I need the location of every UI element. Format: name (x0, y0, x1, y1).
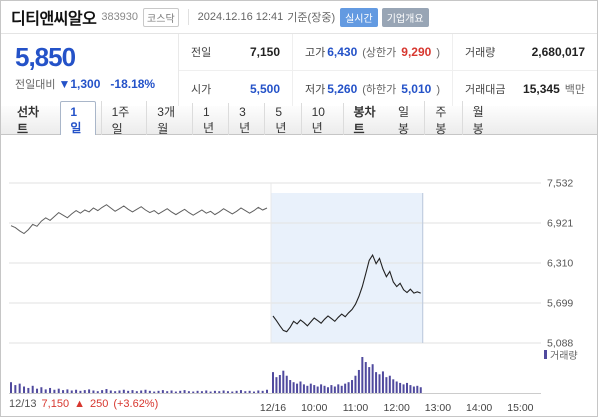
quote-datetime: 2024.12.16 12:41 기준(장중) (187, 9, 336, 25)
quote-table: 전일 7,150 고가 6,430 (상한가 9,290) 거래량 2,680,… (179, 34, 597, 106)
header: 디티앤씨알오 383930 코스닥 2024.12.16 12:41 기준(장중… (1, 1, 597, 34)
volume-legend: 거래량 (544, 347, 578, 362)
change-arrow-down-icon: ▼ (58, 77, 71, 92)
trade-amount-unit: 백만 (564, 83, 585, 96)
volume-label: 거래량 (465, 47, 496, 59)
open-value: 5,500 (249, 81, 280, 96)
high-value: 6,430 (327, 45, 358, 59)
trade-amount-label: 거래대금 (465, 83, 506, 96)
tab-candle-daily[interactable]: 일봉 (398, 105, 410, 136)
price-change-row: 전일대비 ▼ 1,300 -18.18% (15, 76, 164, 92)
prev-close-cell: 전일 7,150 (179, 34, 292, 70)
prev-day-close: 7,150 (41, 398, 70, 410)
chart-area: 7,532 6,921 6,310 5,699 5,088 12/16 10:00 11:00… (1, 135, 597, 415)
open-cell: 시가 5,500 (179, 70, 292, 106)
open-label: 시가 (191, 83, 212, 96)
lower-limit-value: 5,010 (401, 81, 432, 96)
change-arrow-up-icon: ▲ (74, 398, 85, 410)
low-label: 저가 (305, 83, 326, 96)
prev-day-change: 250 (89, 398, 109, 410)
market-badge: 코스닥 (143, 7, 179, 27)
svg-text:10:00: 10:00 (301, 402, 327, 414)
volume-value: 2,680,017 (531, 45, 585, 59)
current-price: 5,850 (15, 42, 76, 72)
upper-limit-value: 9,290 (401, 45, 432, 59)
tab-period-1year[interactable]: 1년 (191, 102, 228, 138)
lower-limit-label: (하한가 (362, 83, 397, 96)
tab-period-5year[interactable]: 5년 (264, 102, 300, 138)
datetime-suffix: 기준(장중) (287, 12, 336, 24)
stock-code: 383930 (101, 11, 139, 23)
prev-close-label: 전일 (191, 47, 212, 59)
svg-text:6,921: 6,921 (547, 218, 573, 230)
upper-limit-label: (상한가 (362, 47, 397, 59)
low-cell: 저가 5,260 (하한가 5,010) (292, 70, 452, 106)
svg-text:5,699: 5,699 (547, 298, 573, 310)
change-value: 1,300 (70, 77, 101, 92)
volume-legend-label: 거래량 (550, 351, 578, 362)
change-label: 전일대비 (15, 79, 56, 92)
tab-candle-weekly[interactable]: 주봉 (424, 101, 461, 139)
chart-period-tabbar: 선차트 1일 1주일 3개월 1년 3년 5년 10년 봉차트 일봉 주봉 월봉 (1, 100, 597, 140)
tab-period-3month[interactable]: 3개월 (146, 101, 192, 139)
trade-amount-value: 15,345 (523, 81, 560, 96)
company-overview-button[interactable]: 기업개요 (381, 7, 429, 27)
high-cell: 고가 6,430 (상한가 9,290) (292, 34, 452, 70)
volume-bar-icon (544, 350, 547, 359)
prev-day-summary: 12/13 7,150 ▲ 250 (+3.62%) (9, 398, 158, 410)
svg-text:13:00: 13:00 (425, 402, 451, 414)
svg-text:11:00: 11:00 (343, 402, 369, 414)
datetime-value: 2024.12.16 12:41 (197, 11, 284, 23)
svg-text:12:00: 12:00 (384, 402, 410, 414)
paren: ) (436, 83, 440, 96)
tab-period-10year[interactable]: 10년 (300, 102, 343, 138)
stock-name: 디티앤씨알오 (11, 11, 97, 28)
trade-amount-cell: 거래대금 15,345 백만 (452, 70, 597, 106)
svg-text:15:00: 15:00 (507, 402, 533, 414)
paren: ) (436, 47, 440, 59)
tab-period-1week[interactable]: 1주일 (100, 101, 147, 139)
realtime-badge[interactable]: 실시간 (340, 7, 378, 27)
prev-close-value: 7,150 (249, 45, 280, 59)
candle-chart-group: 봉차트 일봉 주봉 월봉 (342, 101, 499, 139)
prev-day-percent: (+3.62%) (113, 398, 159, 410)
change-percent: -18.18% (110, 77, 156, 92)
high-label: 고가 (305, 47, 326, 59)
tab-candle-monthly[interactable]: 월봉 (461, 101, 499, 139)
low-value: 5,260 (327, 81, 358, 96)
volume-cell: 거래량 2,680,017 (452, 34, 597, 70)
svg-text:6,310: 6,310 (547, 258, 573, 270)
current-price-block: 5,850 전일대비 ▼ 1,300 -18.18% (1, 34, 179, 106)
prev-day-date: 12/13 (9, 398, 37, 410)
svg-text:14:00: 14:00 (466, 402, 492, 414)
svg-text:5,088: 5,088 (547, 338, 573, 350)
line-chart-group-label: 선차트 (17, 105, 40, 136)
chart-svg: 7,532 6,921 6,310 5,699 5,088 12/16 10:00 11:00… (9, 178, 573, 414)
quote-summary: 5,850 전일대비 ▼ 1,300 -18.18% 전일 7,150 고가 6… (1, 34, 597, 106)
svg-text:12/16: 12/16 (260, 402, 286, 414)
tab-period-3year[interactable]: 3년 (228, 102, 264, 138)
candle-chart-group-label: 봉차트 (342, 103, 388, 137)
tab-period-1day[interactable]: 1일 (60, 100, 96, 140)
svg-text:7,532: 7,532 (547, 178, 573, 190)
